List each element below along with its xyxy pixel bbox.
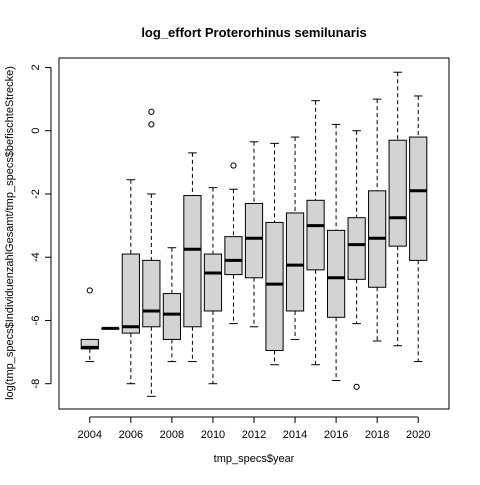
outlier-point xyxy=(353,383,360,390)
box-2012 xyxy=(244,202,264,279)
box-2020 xyxy=(409,136,428,261)
y-tick-label: -4 xyxy=(30,252,42,262)
x-tick-label: 2020 xyxy=(406,429,430,441)
x-axis-label: tmp_specs$year xyxy=(214,453,295,465)
x-tick-label: 2004 xyxy=(78,429,102,441)
x-tick-label: 2018 xyxy=(365,429,389,441)
y-tick-label: 2 xyxy=(30,64,42,70)
x-tick-label: 2016 xyxy=(324,429,348,441)
y-tick-label: -6 xyxy=(30,316,42,326)
box-2011 xyxy=(224,236,243,276)
x-tick-label: 2014 xyxy=(283,429,307,441)
plot-frame xyxy=(58,57,450,410)
box-2004 xyxy=(80,338,99,350)
chart-title: log_effort Proterorhinus semilunaris xyxy=(141,25,366,40)
box-2016 xyxy=(327,229,346,318)
y-axis-label: log(tmp_specs$IndividuenzahlGesamt/tmp_s… xyxy=(4,66,16,400)
box-2006 xyxy=(121,253,140,334)
box-2009 xyxy=(183,195,202,328)
box-2014 xyxy=(285,212,305,312)
x-tick-label: 2006 xyxy=(119,429,143,441)
box-2010 xyxy=(203,253,223,312)
outlier-point xyxy=(148,108,155,115)
y-tick-label: -2 xyxy=(30,189,42,199)
box-2013 xyxy=(265,221,284,351)
box-2019 xyxy=(388,139,407,247)
outlier-point xyxy=(230,162,237,169)
x-tick-label: 2012 xyxy=(242,429,266,441)
box-2015 xyxy=(306,199,325,271)
y-tick-label: -8 xyxy=(30,379,42,389)
box-2008 xyxy=(162,293,181,340)
outlier-point xyxy=(148,121,155,128)
outlier-point xyxy=(86,287,93,294)
x-tick-label: 2008 xyxy=(160,429,184,441)
box-2007 xyxy=(142,259,161,328)
y-tick-label: 0 xyxy=(30,128,42,134)
plot-area: 2004 2006 2008 2010 2012 2014 2016 2018 2020 -8 -6… xyxy=(30,57,450,441)
x-tick-label: 2010 xyxy=(201,429,225,441)
box-2017 xyxy=(347,217,366,280)
